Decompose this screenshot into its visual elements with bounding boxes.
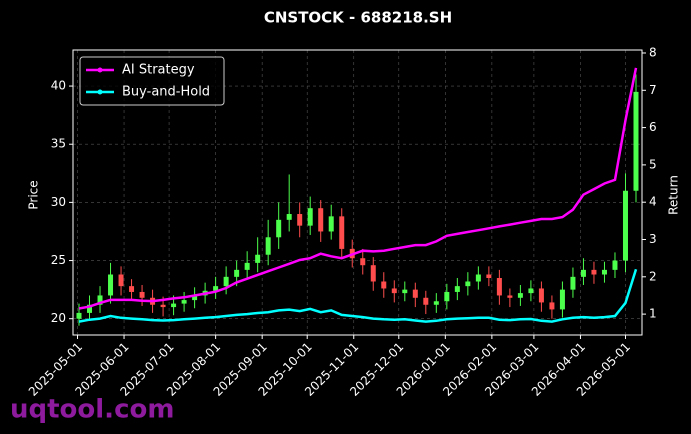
candle-body [97, 295, 103, 305]
candle-body [591, 269, 597, 275]
candle-body [433, 301, 439, 305]
candle-body [118, 274, 124, 287]
candle-body [255, 254, 261, 263]
candle-body [244, 262, 250, 270]
candle-body [570, 276, 576, 290]
y2-tick-label: 2 [649, 269, 657, 283]
y2-tick-label: 5 [649, 157, 657, 171]
candle-body [360, 258, 366, 266]
candle-body [213, 286, 219, 291]
legend-box [79, 56, 225, 106]
y-tick-label: 40 [51, 79, 66, 93]
y2-tick-label: 3 [649, 232, 657, 246]
chart-title: CNSTOCK - 688218.SH [264, 9, 452, 27]
candle-body [612, 260, 618, 270]
y-axis-label: Price [27, 180, 41, 209]
candle-body [486, 274, 492, 278]
legend-label: AI Strategy [122, 63, 195, 78]
candle-body [76, 312, 82, 319]
candle-body [339, 216, 345, 249]
candle-body [108, 274, 114, 296]
y-tick-label: 30 [51, 195, 66, 209]
legend-marker [97, 89, 103, 95]
candle-body [129, 286, 135, 292]
candle-body [181, 300, 187, 304]
candle-body [391, 288, 397, 294]
candle-body [538, 288, 544, 303]
candle-body [475, 274, 481, 282]
return-line [78, 67, 638, 310]
candle-body [549, 302, 555, 310]
candle-body [286, 214, 292, 220]
y-tick-label: 25 [51, 253, 66, 267]
y-tick-label: 35 [51, 137, 66, 151]
candle-body [402, 289, 408, 294]
candle-body [192, 295, 198, 301]
y2-tick-label: 4 [649, 195, 657, 209]
candle-body [234, 269, 240, 277]
legend-label: Buy-and-Hold [122, 85, 210, 100]
candle-body [601, 269, 607, 275]
plot-frame [72, 49, 643, 336]
candle-body [528, 288, 534, 294]
legend-marker [97, 67, 103, 73]
candle-body [171, 303, 177, 308]
y2-tick-label: 6 [649, 120, 657, 134]
y2-axis-label: Return [667, 175, 681, 215]
candle-body [328, 216, 334, 232]
candle-body [559, 289, 565, 310]
candle-body [87, 304, 93, 313]
candle-body [622, 190, 628, 261]
y2-tick-label: 1 [649, 307, 657, 321]
candle-body [517, 293, 523, 298]
y-tick-label: 20 [51, 311, 66, 325]
candle-body [307, 208, 313, 226]
candle-body [412, 289, 418, 298]
candle-body [297, 214, 303, 226]
candle-body [139, 291, 145, 298]
watermark: uqtool.com [10, 395, 174, 425]
candle-body [223, 276, 229, 287]
candle-body [454, 286, 460, 292]
candle-body [444, 291, 450, 302]
candle-body [265, 237, 271, 255]
candle-body [633, 91, 639, 191]
candle-body [318, 208, 324, 232]
return-line [78, 268, 638, 323]
candle-body [465, 281, 471, 287]
candle-body [381, 281, 387, 289]
y2-tick-label: 8 [649, 45, 657, 59]
candle-body [423, 297, 429, 305]
candle-body [276, 219, 282, 238]
candle-body [507, 295, 513, 298]
candle-body [160, 304, 166, 308]
y2-tick-label: 7 [649, 83, 657, 97]
candle-body [580, 269, 586, 277]
candle-body [496, 278, 502, 296]
candle-body [370, 265, 376, 282]
